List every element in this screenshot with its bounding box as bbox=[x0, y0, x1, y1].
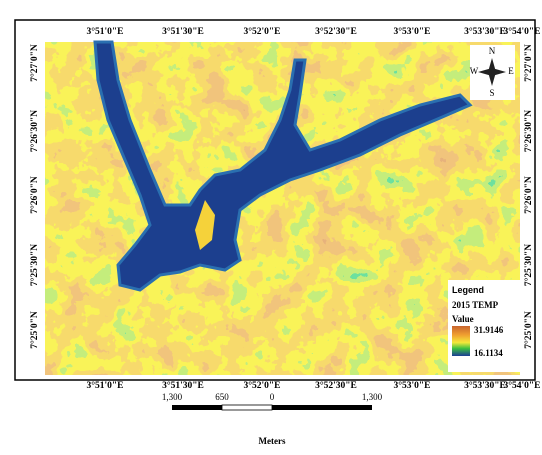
top-longitude: 3°54'0"E bbox=[503, 26, 540, 37]
legend: Legend 2015 TEMP Value 31.9146 16.1134 bbox=[448, 280, 520, 372]
compass: N S E W bbox=[470, 45, 515, 100]
scale-label: 1,300 bbox=[162, 392, 183, 402]
top-longitude: 3°52'0"E bbox=[243, 26, 280, 37]
legend-layer: 2015 TEMP bbox=[452, 300, 499, 310]
scale-bar: Meters 1,300 650 0 1,300 bbox=[162, 392, 383, 446]
top-longitude: 3°51'0"E bbox=[86, 26, 123, 37]
right-latitude: 7°25'30"N bbox=[523, 244, 534, 286]
top-longitude: 3°51'30"E bbox=[162, 26, 204, 37]
bottom-longitude: 3°53'30"E bbox=[464, 380, 506, 391]
bottom-longitude: 3°52'0"E bbox=[243, 380, 280, 391]
scale-unit: Meters bbox=[259, 436, 286, 446]
scale-label: 1,300 bbox=[362, 392, 383, 402]
bottom-longitude: 3°54'0"E bbox=[503, 380, 540, 391]
bottom-longitude: 3°51'30"E bbox=[162, 380, 204, 391]
legend-title: Legend bbox=[452, 285, 484, 295]
left-latitude: 7°25'30"N bbox=[29, 244, 40, 286]
scale-segment bbox=[222, 405, 272, 410]
right-latitude: 7°26'0"N bbox=[523, 176, 534, 214]
scale-segment bbox=[272, 405, 372, 410]
top-longitude: 3°53'0"E bbox=[393, 26, 430, 37]
bottom-longitude: 3°51'0"E bbox=[86, 380, 123, 391]
right-latitude: 7°25'0"N bbox=[523, 311, 534, 349]
left-latitude: 7°26'30"N bbox=[29, 110, 40, 152]
compass-w: W bbox=[470, 66, 479, 76]
left-latitude: 7°25'0"N bbox=[29, 311, 40, 349]
right-latitude: 7°26'30"N bbox=[523, 110, 534, 152]
top-longitude: 3°53'30"E bbox=[464, 26, 506, 37]
bottom-longitude: 3°53'0"E bbox=[393, 380, 430, 391]
legend-high: 31.9146 bbox=[474, 325, 504, 335]
right-latitude: 7°27'0"N bbox=[523, 44, 534, 82]
bottom-longitude: 3°52'30"E bbox=[315, 380, 357, 391]
scale-segment bbox=[172, 405, 222, 410]
compass-s: S bbox=[489, 88, 494, 98]
scale-label: 650 bbox=[215, 392, 229, 402]
legend-low: 16.1134 bbox=[474, 348, 503, 358]
left-latitude: 7°26'0"N bbox=[29, 176, 40, 214]
top-longitude: 3°52'30"E bbox=[315, 26, 357, 37]
legend-ramp bbox=[452, 326, 470, 356]
legend-value-label: Value bbox=[452, 314, 474, 324]
left-latitude: 7°27'0"N bbox=[29, 44, 40, 82]
compass-n: N bbox=[489, 46, 496, 56]
compass-e: E bbox=[508, 66, 514, 76]
scale-label: 0 bbox=[270, 392, 275, 402]
map-figure: N S E W Legend 2015 TEMP Value 31.9146 1… bbox=[0, 0, 542, 450]
